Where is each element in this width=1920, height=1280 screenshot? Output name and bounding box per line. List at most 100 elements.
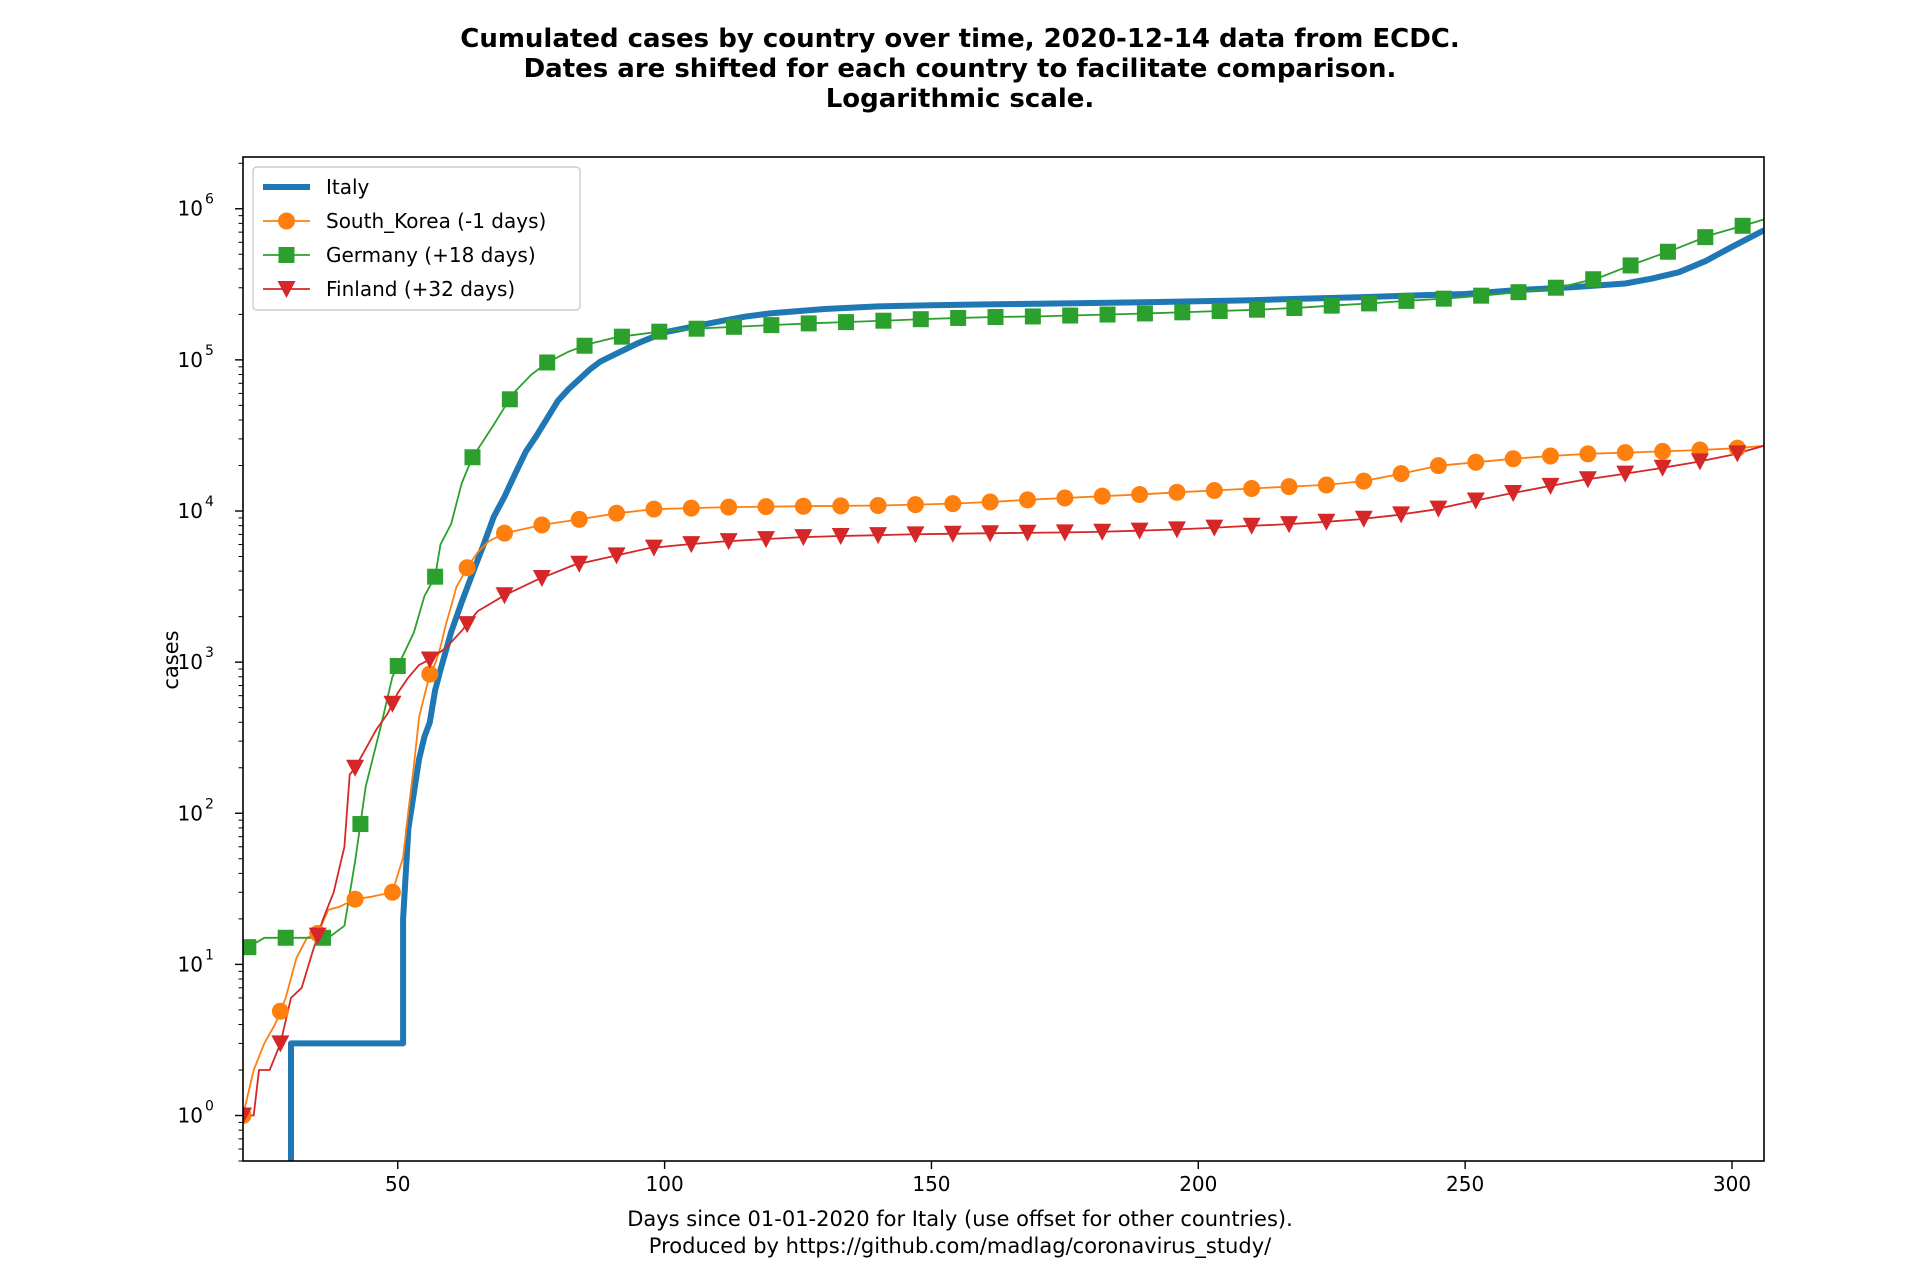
data-point-marker [1168, 483, 1186, 501]
x-tick-label: 150 [912, 1172, 950, 1196]
data-point-marker [1616, 444, 1634, 462]
data-point-marker [607, 547, 626, 565]
data-point-marker [1205, 519, 1224, 537]
data-point-marker [720, 498, 738, 516]
data-point-marker [570, 510, 588, 528]
legend-entry: Italy [326, 175, 370, 199]
data-point-marker [831, 527, 850, 545]
series-lines [243, 218, 1764, 1161]
data-point-marker [458, 616, 477, 634]
y-tick-exponent: 3 [205, 645, 214, 661]
y-tick-label: 10 [178, 952, 203, 976]
data-point-marker [1510, 284, 1527, 301]
data-point-marker [1734, 217, 1751, 234]
data-point-marker [464, 449, 481, 466]
data-point-marker [243, 939, 257, 956]
data-point-marker [1242, 517, 1261, 535]
data-point-marker [719, 533, 738, 551]
data-point-marker [1131, 486, 1149, 504]
x-tick-label: 250 [1446, 1172, 1484, 1196]
data-point-marker [271, 1002, 289, 1020]
x-axis-label: Days since 01-01-2020 for Italy (use off… [627, 1207, 1293, 1231]
y-tick-exponent: 6 [205, 192, 214, 208]
data-point-marker [539, 354, 556, 371]
data-point-marker [608, 504, 626, 522]
data-point-marker [1504, 484, 1523, 502]
series-line-1 [243, 444, 1764, 1116]
data-point-marker [1654, 442, 1672, 460]
data-point-marker [1547, 279, 1564, 296]
data-point-marker [1466, 492, 1485, 510]
data-point-marker [1243, 479, 1261, 497]
x-tick-label: 50 [385, 1172, 410, 1196]
y-tick-label: 10 [178, 650, 203, 674]
data-point-marker [1286, 299, 1303, 316]
data-point-marker [906, 496, 924, 514]
data-point-marker [346, 890, 364, 908]
data-point-marker [757, 531, 776, 549]
y-tick-label: 10 [178, 1104, 203, 1128]
legend-swatch-marker [277, 281, 296, 298]
data-point-marker [1205, 481, 1223, 499]
data-point-marker [1659, 243, 1676, 260]
data-point-marker [1018, 524, 1037, 542]
data-point-marker [1093, 487, 1111, 505]
data-point-marker [725, 318, 742, 335]
data-point-marker [421, 665, 439, 683]
plot-frame [242, 156, 1765, 1162]
data-point-marker [1578, 471, 1597, 489]
data-point-marker [458, 559, 476, 577]
data-point-marker [308, 927, 327, 945]
y-tick-label: 10 [178, 499, 203, 523]
data-point-marker [794, 529, 813, 547]
data-point-marker [533, 516, 551, 534]
legend-swatch-marker [278, 247, 295, 263]
data-point-marker [576, 337, 593, 354]
legend-entry: South_Korea (-1 days) [326, 209, 546, 233]
y-tick-exponent: 5 [205, 343, 214, 359]
data-point-marker [1392, 506, 1411, 524]
x-axis: 50 100 150 200 250 300 [385, 1161, 1751, 1196]
data-point-marker [944, 495, 962, 513]
chart-subtitle: Dates are shifted for each country to fa… [523, 54, 1397, 84]
data-point-marker [570, 555, 589, 573]
data-point-marker [682, 499, 700, 517]
chart-subtitle-scale: Logarithmic scale. [825, 84, 1095, 114]
data-point-marker [763, 317, 780, 334]
data-point-marker [613, 328, 630, 345]
data-point-marker [1093, 523, 1112, 541]
data-point-marker [1622, 257, 1639, 274]
y-tick-label: 10 [178, 348, 203, 372]
data-point-marker [1323, 297, 1340, 314]
chart-title: Cumulated cases by country over time, 20… [460, 24, 1460, 54]
data-point-marker [757, 498, 775, 516]
data-point-marker [277, 929, 294, 946]
legend-frame [252, 166, 581, 311]
data-point-marker [1398, 292, 1415, 309]
data-point-marker [495, 587, 514, 605]
legend-entry: Finland (+32 days) [326, 277, 515, 301]
data-point-marker [427, 568, 444, 585]
data-point-marker [271, 1035, 290, 1053]
series-line-2 [247, 218, 1764, 948]
data-point-marker [800, 315, 817, 332]
data-point-marker [243, 1107, 252, 1125]
data-point-marker [1361, 295, 1378, 312]
data-point-marker [1690, 453, 1709, 471]
data-point-marker [875, 312, 892, 329]
data-point-marker [383, 695, 402, 713]
data-point-marker [1019, 491, 1037, 509]
data-point-marker [1056, 489, 1074, 507]
y-tick-exponent: 4 [205, 494, 214, 510]
data-point-marker [838, 314, 855, 331]
data-point-marker [1355, 472, 1373, 490]
data-point-marker [352, 816, 369, 833]
legend: Italy South_Korea (-1 days) Germany (+18 d… [252, 166, 581, 311]
data-point-marker [1055, 524, 1074, 542]
data-point-marker [1467, 453, 1485, 471]
data-point-marker [501, 391, 518, 408]
data-point-marker [869, 527, 888, 545]
data-point-marker [1099, 306, 1116, 323]
